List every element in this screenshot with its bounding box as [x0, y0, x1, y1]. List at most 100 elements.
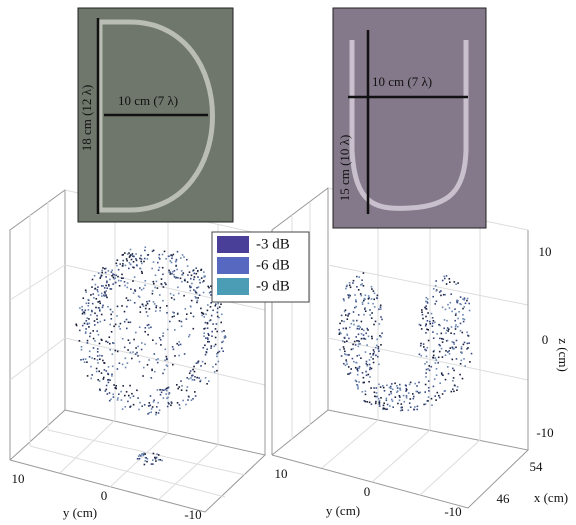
point — [98, 380, 101, 382]
point — [91, 357, 93, 359]
point — [216, 315, 219, 318]
point — [348, 373, 350, 375]
point — [363, 337, 366, 340]
point — [448, 307, 451, 309]
point — [362, 337, 365, 340]
point — [452, 377, 455, 379]
point — [170, 297, 173, 299]
point — [342, 346, 345, 348]
point — [84, 358, 87, 360]
point — [454, 319, 456, 322]
point — [371, 335, 373, 338]
point — [136, 389, 138, 392]
point — [446, 319, 448, 322]
point — [160, 344, 162, 346]
point — [98, 342, 101, 345]
point — [349, 326, 351, 329]
point — [459, 363, 462, 365]
point — [144, 460, 146, 462]
point — [443, 275, 445, 278]
point — [216, 307, 219, 310]
point — [396, 390, 399, 392]
point — [110, 398, 112, 401]
point — [186, 377, 188, 379]
point — [111, 311, 114, 313]
point — [453, 281, 456, 283]
point — [359, 326, 362, 329]
point — [427, 368, 429, 370]
point — [214, 328, 217, 330]
point — [203, 316, 205, 318]
point — [162, 372, 164, 375]
point — [197, 362, 199, 364]
point — [412, 397, 415, 400]
point — [86, 342, 89, 344]
point — [195, 362, 198, 364]
point — [135, 258, 137, 260]
point — [111, 365, 114, 368]
point — [377, 398, 380, 400]
point — [90, 365, 92, 368]
point — [434, 395, 436, 397]
point — [425, 308, 428, 310]
point — [379, 386, 382, 388]
point — [154, 457, 157, 460]
point — [193, 370, 196, 373]
point — [135, 253, 137, 255]
point — [116, 368, 119, 370]
point — [461, 377, 464, 380]
point — [169, 271, 172, 273]
point — [365, 332, 367, 335]
point — [345, 314, 347, 316]
z-axis-label: z (cm) — [556, 338, 571, 372]
point — [161, 253, 164, 256]
point — [121, 305, 123, 307]
point — [363, 297, 366, 300]
point — [166, 405, 169, 408]
point — [173, 315, 175, 317]
point — [450, 390, 453, 393]
legend-label: -6 dB — [256, 257, 290, 273]
point — [103, 295, 106, 297]
point — [114, 323, 117, 326]
point — [448, 353, 451, 355]
point — [133, 302, 136, 304]
point — [224, 336, 227, 338]
point — [195, 297, 197, 299]
point — [429, 322, 432, 325]
point — [462, 307, 464, 310]
point — [89, 332, 92, 334]
point — [155, 460, 157, 462]
point — [86, 361, 88, 363]
point — [82, 358, 85, 361]
point — [357, 333, 360, 336]
point — [432, 320, 435, 322]
point — [179, 407, 181, 410]
point — [399, 396, 401, 398]
point — [101, 355, 103, 357]
point — [141, 405, 143, 407]
point — [435, 290, 438, 292]
point — [405, 395, 408, 397]
point — [359, 293, 362, 295]
point — [369, 314, 371, 316]
point — [151, 368, 153, 371]
point — [204, 362, 206, 365]
point — [108, 284, 110, 286]
point — [169, 320, 171, 323]
point — [167, 386, 170, 389]
point — [146, 364, 149, 366]
legend-label: -3 dB — [256, 236, 290, 252]
point — [345, 327, 347, 329]
point — [345, 359, 347, 361]
point — [454, 325, 457, 328]
point — [180, 257, 182, 259]
point — [363, 329, 365, 332]
point — [157, 458, 160, 461]
point — [439, 344, 441, 347]
point — [129, 397, 132, 399]
point — [122, 385, 124, 387]
point — [119, 322, 122, 325]
point — [368, 297, 370, 299]
point — [78, 340, 81, 342]
